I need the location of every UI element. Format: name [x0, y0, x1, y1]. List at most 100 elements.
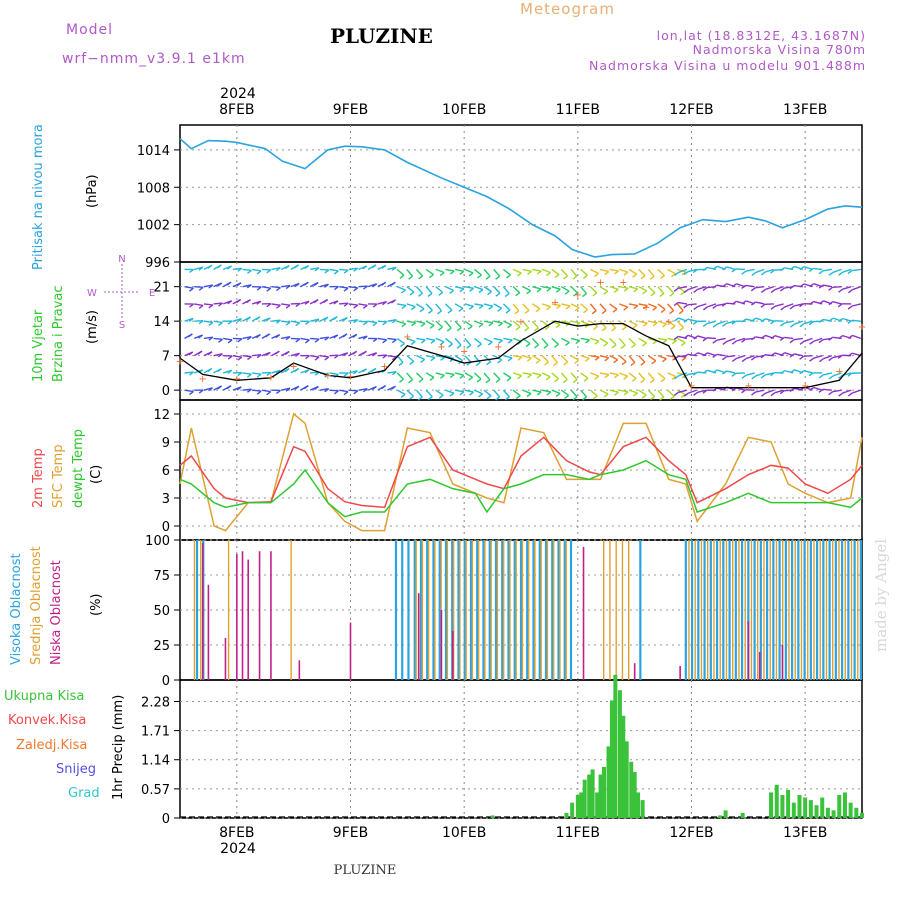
wind-barb [464, 268, 474, 274]
wind-barb [502, 268, 511, 276]
wind-barb-head [669, 310, 675, 315]
wind-barb-head [604, 357, 610, 362]
wind-barb [512, 286, 521, 294]
wind-barb [415, 372, 424, 380]
wind-barb [435, 337, 445, 343]
wind-barb-head [468, 305, 474, 310]
wind-barb [348, 389, 358, 392]
wind-barb-head [246, 284, 252, 289]
wind-barb [541, 372, 551, 378]
wind-barb-head [789, 339, 795, 344]
wind-barb-head [400, 343, 405, 348]
wind-barb [300, 337, 310, 341]
wind-barb-head [847, 270, 853, 275]
wind-barb-head [458, 307, 464, 312]
wind-barb-head [371, 386, 377, 391]
wind-barb [726, 266, 736, 271]
wind-barb-head [828, 271, 834, 276]
wind-barb [532, 389, 542, 393]
wind-barb-head [642, 322, 648, 327]
wind-barb-head [198, 304, 204, 309]
wind-barb [358, 320, 368, 323]
wind-barb [358, 303, 368, 307]
wind-barb [512, 389, 521, 397]
wind-barb [531, 320, 539, 329]
wind-barb-head [417, 396, 423, 401]
wind-barb [184, 285, 194, 289]
wind-barb-head [459, 288, 465, 293]
wind-barb-head [673, 335, 679, 340]
wind-barb [464, 355, 472, 363]
wind-barb-head [770, 288, 776, 294]
temp-side-label-2: SFC Temp [51, 444, 66, 508]
wind-barb-head [546, 287, 552, 292]
wind-barb [755, 301, 765, 305]
wind-barb-head [391, 299, 396, 304]
wind-barb-head [828, 356, 834, 362]
wind-barb-head [343, 287, 349, 292]
wind-barb [687, 285, 697, 291]
wind-barb [454, 303, 464, 309]
wind-barb-head [789, 387, 795, 392]
wind-barb-head [527, 270, 532, 275]
wind-barb-head [399, 378, 404, 383]
wind-barb-head [712, 387, 718, 392]
wind-barb [435, 354, 445, 358]
cloud-side-label-3: Niska Oblacnost [49, 560, 64, 665]
wind-barb [667, 286, 675, 294]
wind-barb [822, 268, 832, 272]
wind-frame [179, 261, 863, 401]
precip-bar [797, 795, 802, 818]
y-tick-label: 1008 [137, 181, 170, 196]
wind-barb-head [495, 378, 501, 383]
wind-barb [242, 388, 252, 391]
wind-barb-head [535, 359, 541, 364]
wind-barb [493, 337, 503, 341]
wind-barb-head [741, 270, 747, 275]
wind-barb-head [448, 343, 453, 348]
wind-barb-head [770, 392, 776, 397]
gust-marker: + [289, 362, 297, 373]
wind-barb [377, 320, 387, 323]
wind-barb-head [751, 271, 757, 276]
wind-barb [531, 337, 540, 346]
wind-barb-head [188, 351, 194, 356]
wind-barb [232, 354, 242, 358]
wind-barb-head [751, 317, 757, 322]
wind-barb [638, 268, 646, 277]
wind-barb-head [459, 391, 465, 396]
wind-barb [628, 303, 638, 307]
wind-barb-head [603, 342, 609, 347]
wind-barb [444, 320, 452, 329]
y-tick-label: 1002 [137, 219, 170, 234]
wind-barb [493, 372, 501, 380]
wind-barb-head [789, 285, 795, 290]
wind-barb-head [332, 316, 338, 321]
wind-barb [842, 285, 852, 290]
wind-barb [435, 268, 445, 274]
gust-marker: + [551, 297, 559, 308]
wind-barb [339, 268, 349, 271]
wind-barb [396, 285, 406, 291]
dewpt-line [179, 459, 863, 518]
temp-series [179, 412, 863, 532]
wind-barb [638, 389, 647, 396]
wind-barb-head [799, 266, 805, 271]
precip-bar [617, 690, 622, 818]
wind-barb [784, 336, 794, 340]
wind-barb [755, 268, 765, 274]
wind-barb [435, 320, 443, 328]
wind-barb [609, 389, 619, 393]
wind-barb-head [818, 388, 824, 393]
wind-barb [745, 284, 755, 288]
wind-barb [444, 337, 453, 345]
wind-barb-head [237, 372, 243, 377]
wind-barb [271, 319, 281, 322]
wind-barb [676, 303, 684, 312]
wind-barb-head [770, 320, 775, 325]
wind-barb-head [459, 270, 465, 275]
wind-barb [648, 303, 657, 309]
page-title: PLUZINE [330, 24, 433, 48]
wind-barb [851, 268, 861, 272]
wind-barb [290, 337, 300, 340]
